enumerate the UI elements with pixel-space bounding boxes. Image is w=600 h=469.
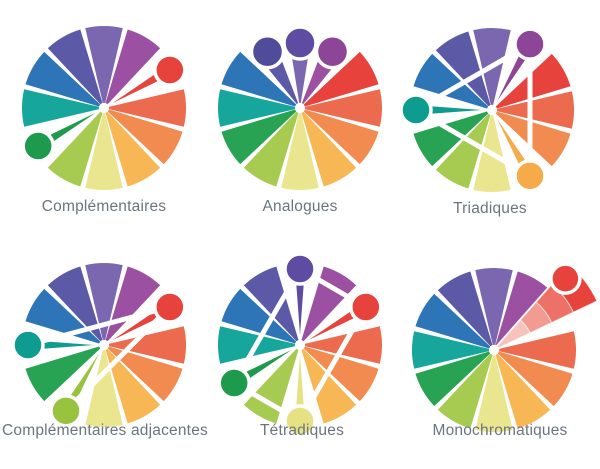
color-wheel-analogues	[218, 25, 382, 190]
segment-orange	[300, 108, 379, 165]
wheel-center-dot	[294, 102, 306, 114]
dot-wedge-violet	[290, 45, 310, 108]
segment-amber	[104, 345, 161, 424]
segment-plum	[300, 266, 357, 345]
wheel-center-dot	[486, 104, 498, 116]
segment-coral	[104, 89, 186, 127]
segment-green	[221, 108, 300, 165]
color-wheel-monochromatiques	[412, 262, 599, 432]
segment-violet	[475, 268, 513, 350]
segment-coral	[300, 89, 382, 127]
wheel-caption-analogues: Analogues	[262, 198, 338, 215]
color-wheel-complementaires	[21, 26, 187, 190]
marker-circle-teal	[399, 93, 433, 127]
marker-circle-amber	[513, 159, 547, 193]
segment-indigo	[437, 271, 494, 350]
color-wheel-complementaires-adjacentes	[11, 263, 187, 428]
segment-amber	[300, 345, 357, 424]
segment-blue	[413, 53, 492, 110]
marker-circle-violet	[282, 25, 318, 61]
marker-circle-lime	[49, 394, 83, 428]
segment-orange	[104, 108, 183, 165]
segment-teal	[22, 89, 105, 127]
segment-amber	[494, 350, 551, 429]
segment-lime	[435, 110, 492, 189]
segment-amber	[104, 108, 161, 187]
marker-circle-plum	[314, 33, 351, 70]
wheel-center-dot	[488, 344, 500, 356]
segment-pale-yellow	[475, 350, 513, 432]
segment-indigo	[47, 29, 104, 108]
segment-violet	[85, 263, 123, 345]
segment-teal	[218, 89, 300, 127]
wheel-caption-complementaires-adjacentes: Complémentaires adjacentes	[2, 422, 208, 439]
segment-blue	[415, 293, 494, 350]
segment-green	[25, 345, 104, 402]
segment-orange	[300, 345, 379, 402]
segment-pale-yellow	[85, 345, 123, 427]
segment-red	[300, 51, 379, 108]
wheel-center-dot	[98, 339, 110, 351]
marker-circle-teal	[11, 328, 45, 362]
segment-violet	[85, 26, 123, 108]
scheme-connector-line	[25, 304, 173, 348]
scheme-connector-line	[413, 41, 533, 113]
segment-blue	[221, 288, 300, 345]
marker-circle-violet	[283, 252, 317, 286]
segment-blue	[25, 51, 104, 108]
marker-circle-red	[549, 262, 582, 295]
color-wheel-tetradiques	[217, 252, 383, 438]
scheme-connector-line	[63, 304, 173, 414]
scheme-connector-line	[413, 107, 533, 179]
color-wheel-triadiques	[399, 27, 574, 193]
segment-green	[413, 110, 492, 167]
marker-circle-plum	[513, 27, 547, 61]
segment-plum	[494, 271, 551, 350]
segment-teal	[412, 331, 494, 369]
segment-coral	[492, 91, 574, 129]
marker-circle-green	[217, 366, 251, 400]
marker-circle-indigo	[249, 33, 286, 70]
segment-lime	[437, 350, 494, 429]
segment-blue	[221, 51, 300, 108]
wheel-caption-monochromatiques: Monochromatiques	[432, 422, 568, 439]
wheel-caption-triadiques: Triadiques	[453, 200, 527, 217]
segment-pale-yellow	[281, 108, 319, 190]
marker-circle-green	[21, 129, 55, 163]
marker-circle-pale-yellow	[283, 404, 317, 438]
segment-plum	[104, 266, 161, 345]
segment-plum	[104, 29, 161, 108]
marker-circle-red	[153, 290, 187, 324]
wheel-caption-complementaires: Complémentaires	[41, 198, 167, 215]
segment-lime	[243, 345, 300, 424]
marker-circle-red	[153, 53, 187, 87]
segment-coral	[494, 331, 576, 369]
segment-green	[415, 350, 494, 407]
scheme-connector-line	[297, 304, 369, 424]
marker-circle-red	[349, 290, 383, 324]
segment-indigo	[243, 266, 300, 345]
segment-indigo	[47, 266, 104, 345]
segment-lime	[243, 108, 300, 187]
segment-amber	[300, 108, 357, 187]
segment-coral	[104, 326, 186, 364]
segment-orange	[104, 345, 183, 402]
wheel-center-dot	[98, 102, 110, 114]
segment-orange	[494, 350, 573, 407]
segment-lime	[47, 108, 104, 187]
segment-indigo	[435, 31, 492, 110]
wheel-caption-tetradiques: Tétradiques	[259, 422, 345, 439]
scheme-connector-line	[231, 266, 303, 386]
wheel-center-dot	[294, 339, 306, 351]
segment-pale-yellow	[85, 108, 123, 190]
